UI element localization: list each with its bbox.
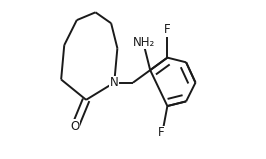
Text: NH₂: NH₂ [133, 35, 155, 48]
Text: F: F [164, 23, 171, 36]
Text: N: N [110, 76, 119, 89]
Text: O: O [70, 120, 80, 133]
Text: F: F [158, 126, 164, 139]
